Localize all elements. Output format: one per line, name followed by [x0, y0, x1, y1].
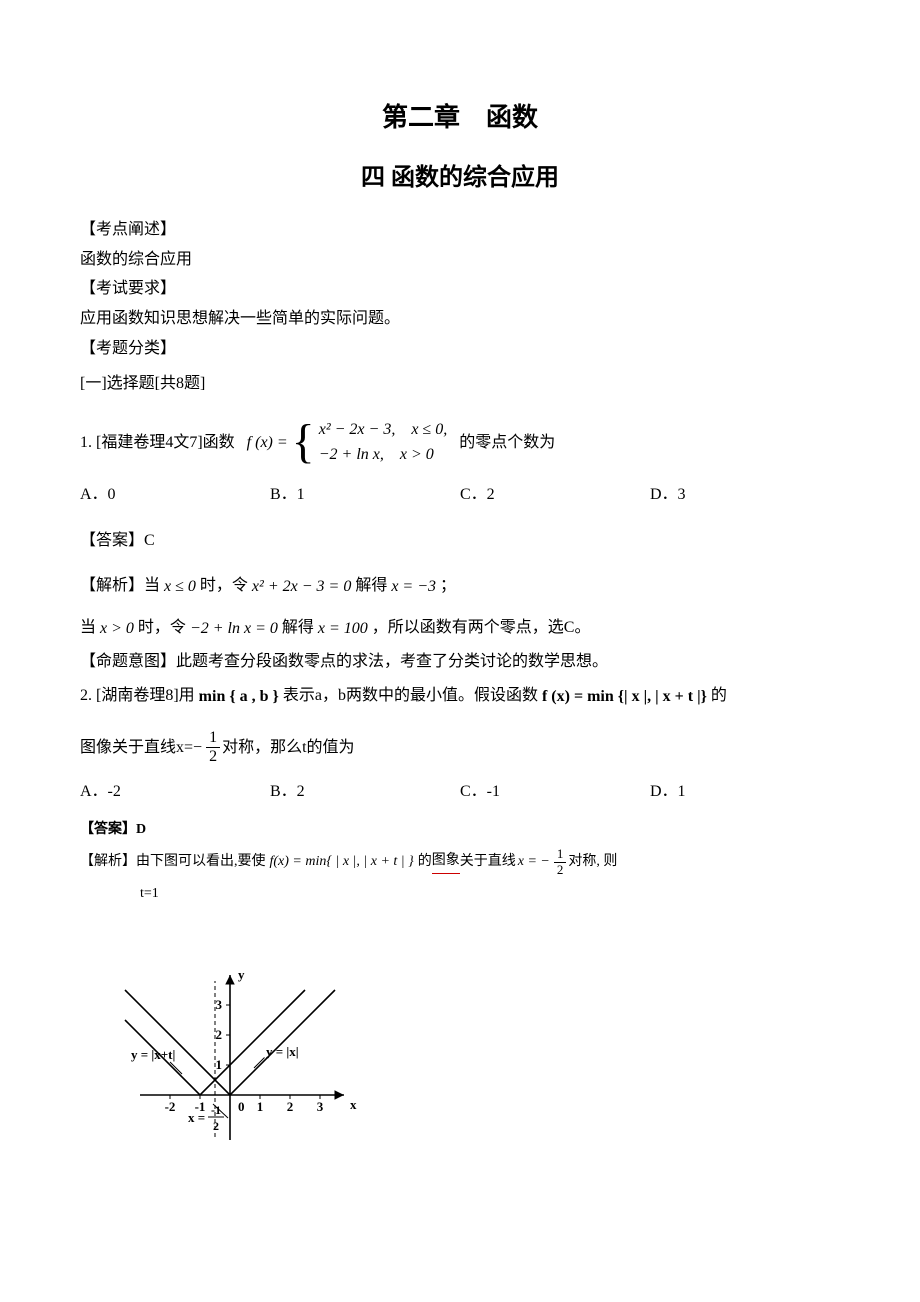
svg-text:3: 3 [216, 997, 223, 1012]
svg-text:y = |x+t|: y = |x+t| [131, 1047, 175, 1062]
q1-options: A．0 B．1 C．2 D．3 [80, 482, 840, 508]
q2-line2-suffix: 对称，那么t的值为 [222, 735, 354, 761]
q2-option-a: A．-2 [80, 779, 270, 805]
q1-semicolon: ； [440, 577, 456, 594]
svg-text:x =: x = [188, 1110, 205, 1125]
q1-case1: x² − 2x − 3, x ≤ 0, [319, 417, 447, 443]
svg-text:y: y [238, 967, 245, 982]
q1-exp2-mid: 时，令 [138, 619, 186, 636]
q1-option-c: C．2 [460, 482, 650, 508]
q1-explain-line1: 【解析】当 x ≤ 0 时，令 x² + 2x − 3 = 0 解得 x = −… [80, 573, 840, 599]
q1-eq2: −2 + ln x = 0 [190, 616, 278, 642]
q2-fx-def: f (x) = min {| x |, | x + t |} [542, 684, 707, 710]
q1-exp1-got: 解得 [355, 577, 387, 594]
q2-t-label: t=1 [140, 883, 840, 905]
q2-option-d: D．1 [650, 779, 840, 805]
svg-text:0: 0 [238, 1099, 245, 1114]
brace-icon: { [292, 418, 315, 466]
q2-neg-half: − 1 2 [193, 729, 222, 765]
q2-exp-frac-den: 2 [554, 863, 567, 877]
svg-text:1: 1 [216, 1057, 223, 1072]
exam-req-label: 【考试要求】 [80, 276, 840, 302]
q2-line2-prefix: 图像关于直线x= [80, 735, 193, 761]
q1-cond1: x ≤ 0 [164, 574, 196, 600]
exam-req-text: 应用函数知识思想解决一些简单的实际问题。 [80, 306, 840, 332]
q2-exp-suffix: 对称, 则 [568, 851, 617, 873]
svg-text:-2: -2 [165, 1099, 176, 1114]
q2-exp-prefix: 【解析】由下图可以看出,要使 [80, 851, 266, 873]
q1-cond2: x > 0 [100, 616, 134, 642]
svg-text:3: 3 [317, 1099, 324, 1114]
q1-sol2: x = 100 [318, 616, 368, 642]
q2-neg-half-den: 2 [206, 748, 220, 766]
q1-prefix: 1. [福建卷理4文7]函数 [80, 430, 235, 456]
q1-eq1: x² + 2x − 3 = 0 [252, 574, 351, 600]
q1-explain-line2: 当 x > 0 时，令 −2 + ln x = 0 解得 x = 100 ，所以… [80, 615, 840, 641]
q2-explain: 【解析】由下图可以看出,要使 f(x) = min{ | x |, | x + … [80, 847, 840, 877]
chapter-title: 第二章 函数 [80, 97, 840, 139]
q2-exp-fx: f(x) = min{ | x |, | x + t | } [270, 851, 414, 873]
svg-text:2: 2 [213, 1119, 219, 1133]
section-a-heading: [一]选择题[共8题] [80, 371, 840, 397]
q2-suffix1: 的 [711, 687, 727, 704]
q1-piecewise: { x² − 2x − 3, x ≤ 0, −2 + ln x, x > 0 [292, 417, 448, 468]
classify-label: 【考题分类】 [80, 336, 840, 362]
q2-option-b: B．2 [270, 779, 460, 805]
q1-fx: f (x) = [247, 430, 288, 456]
svg-text:1: 1 [257, 1099, 264, 1114]
q2-stem-line1: 2. [湖南卷理8]用 min { a , b } 表示a，b两数中的最小值。假… [80, 683, 840, 709]
q2-exp-mid: 的 [418, 851, 432, 873]
q1-option-d: D．3 [650, 482, 840, 508]
q2-options: A．-2 B．2 C．-1 D．1 [80, 779, 840, 805]
q2-neg-half-num: 1 [206, 729, 220, 748]
q1-sol1: x = −3 [391, 574, 436, 600]
q1-exp2-got: 解得 [282, 619, 314, 636]
keypoint-label: 【考点阐述】 [80, 217, 840, 243]
svg-text:2: 2 [287, 1099, 294, 1114]
q2-mid1: 表示a，b两数中的最小值。假设函数 [283, 687, 538, 704]
q1-suffix: 的零点个数为 [459, 430, 555, 456]
q2-exp-red: 图象 [432, 850, 460, 873]
keypoint-text: 函数的综合应用 [80, 247, 840, 273]
q1-answer: 【答案】C [80, 528, 840, 554]
svg-text:x: x [350, 1097, 357, 1112]
svg-text:y = |x|: y = |x| [266, 1044, 299, 1059]
q1-exp2-prefix: 当 [80, 619, 96, 636]
q2-exp-xeq: x = − [518, 851, 550, 873]
q1-intent: 【命题意图】此题考查分段函数零点的求法，考查了分类讨论的数学思想。 [80, 649, 840, 675]
q1-exp2-suffix: ，所以函数有两个零点，选C。 [372, 619, 591, 636]
q1-exp1-mid: 时，令 [200, 577, 248, 594]
q1-option-a: A．0 [80, 482, 270, 508]
q2-stem-line2: 图像关于直线x= − 1 2 对称，那么t的值为 [80, 729, 840, 765]
q2-graph: -2-11230123xyy = |x+t|y = |x|x =-12 [100, 915, 840, 1154]
q2-graph-svg: -2-11230123xyy = |x+t|y = |x|x =-12 [100, 915, 400, 1145]
q1-stem: 1. [福建卷理4文7]函数 f (x) = { x² − 2x − 3, x … [80, 417, 840, 468]
q2-exp-frac-num: 1 [554, 847, 567, 862]
q1-option-b: B．1 [270, 482, 460, 508]
q2-option-c: C．-1 [460, 779, 650, 805]
q2-exp-mid2: 关于直线 [460, 851, 516, 873]
q2-min-ab: min { a , b } [199, 684, 279, 710]
q2-prefix: 2. [湖南卷理8]用 [80, 687, 195, 704]
q1-case2: −2 + ln x, x > 0 [319, 442, 447, 468]
q1-exp-prefix: 【解析】当 [80, 577, 160, 594]
q2-answer: 【答案】D [80, 819, 840, 841]
svg-text:2: 2 [216, 1027, 223, 1042]
section-title: 四 函数的综合应用 [80, 159, 840, 197]
